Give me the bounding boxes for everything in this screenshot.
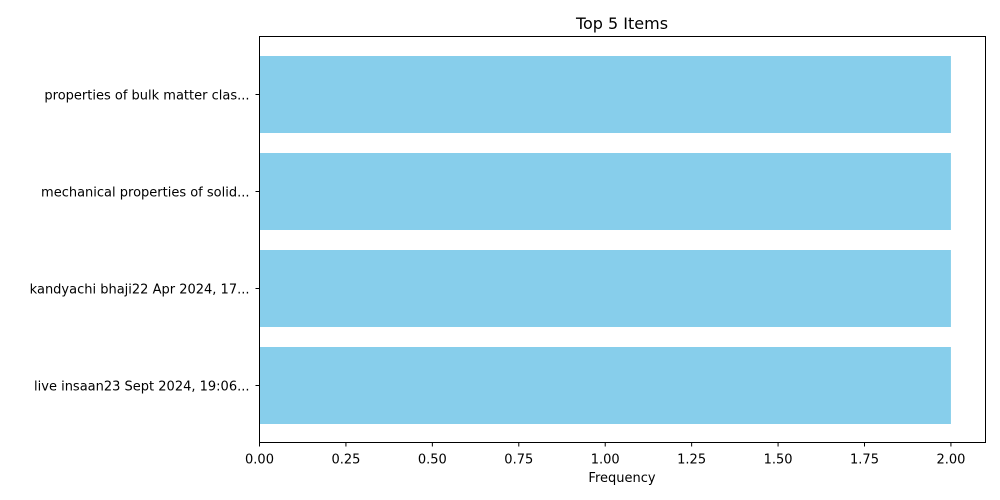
y-tick-label: properties of bulk matter clas... [44, 89, 249, 104]
bar [259, 153, 951, 230]
y-tick-label: mechanical properties of solid... [41, 186, 249, 201]
x-tick-label: 1.50 [764, 453, 793, 468]
x-tick-label: 0.50 [418, 453, 447, 468]
x-tick-label: 1.25 [677, 453, 706, 468]
x-tick-label: 1.75 [850, 453, 879, 468]
bar [259, 250, 951, 327]
x-tick-label: 2.00 [936, 453, 965, 468]
x-tick-label: 0.00 [245, 453, 274, 468]
bar [259, 56, 951, 133]
bars-group [259, 56, 951, 424]
y-axis-ticks: properties of bulk matter clas... mechani… [30, 89, 260, 395]
y-tick-label: live insaan23 Sept 2024, 19:06... [34, 380, 249, 395]
bar [259, 347, 951, 424]
plot-frame [259, 36, 986, 443]
y-tick-label: kandyachi bhaji22 Apr 2024, 17... [30, 283, 250, 298]
x-axis-label: Frequency [588, 471, 655, 486]
x-tick-label: 0.75 [504, 453, 533, 468]
chart-title: Top 5 Items [575, 14, 668, 33]
x-axis-ticks: 0.00 0.25 0.50 0.75 1.00 1.25 1.50 1.75 2.00 [245, 442, 965, 468]
x-tick-label: 0.25 [331, 453, 360, 468]
x-tick-label: 1.00 [591, 453, 620, 468]
